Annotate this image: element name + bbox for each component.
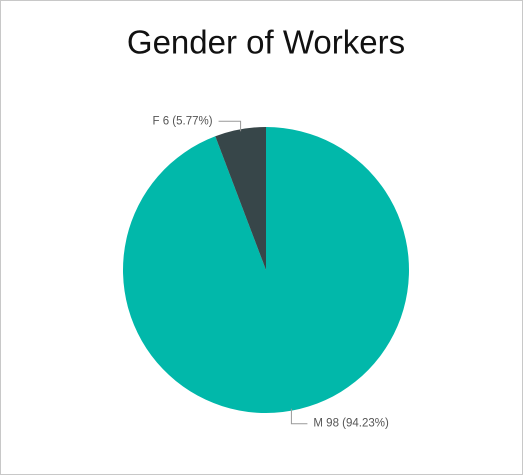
pie-slice xyxy=(123,127,410,414)
data-label: M 98 (94.23%) xyxy=(313,418,389,430)
chart-title: Gender of Workers xyxy=(127,24,405,61)
data-label: F 6 (5.77%) xyxy=(153,115,213,127)
leader-line xyxy=(290,408,308,425)
leader-line xyxy=(218,120,242,132)
pie-slice xyxy=(215,127,266,270)
